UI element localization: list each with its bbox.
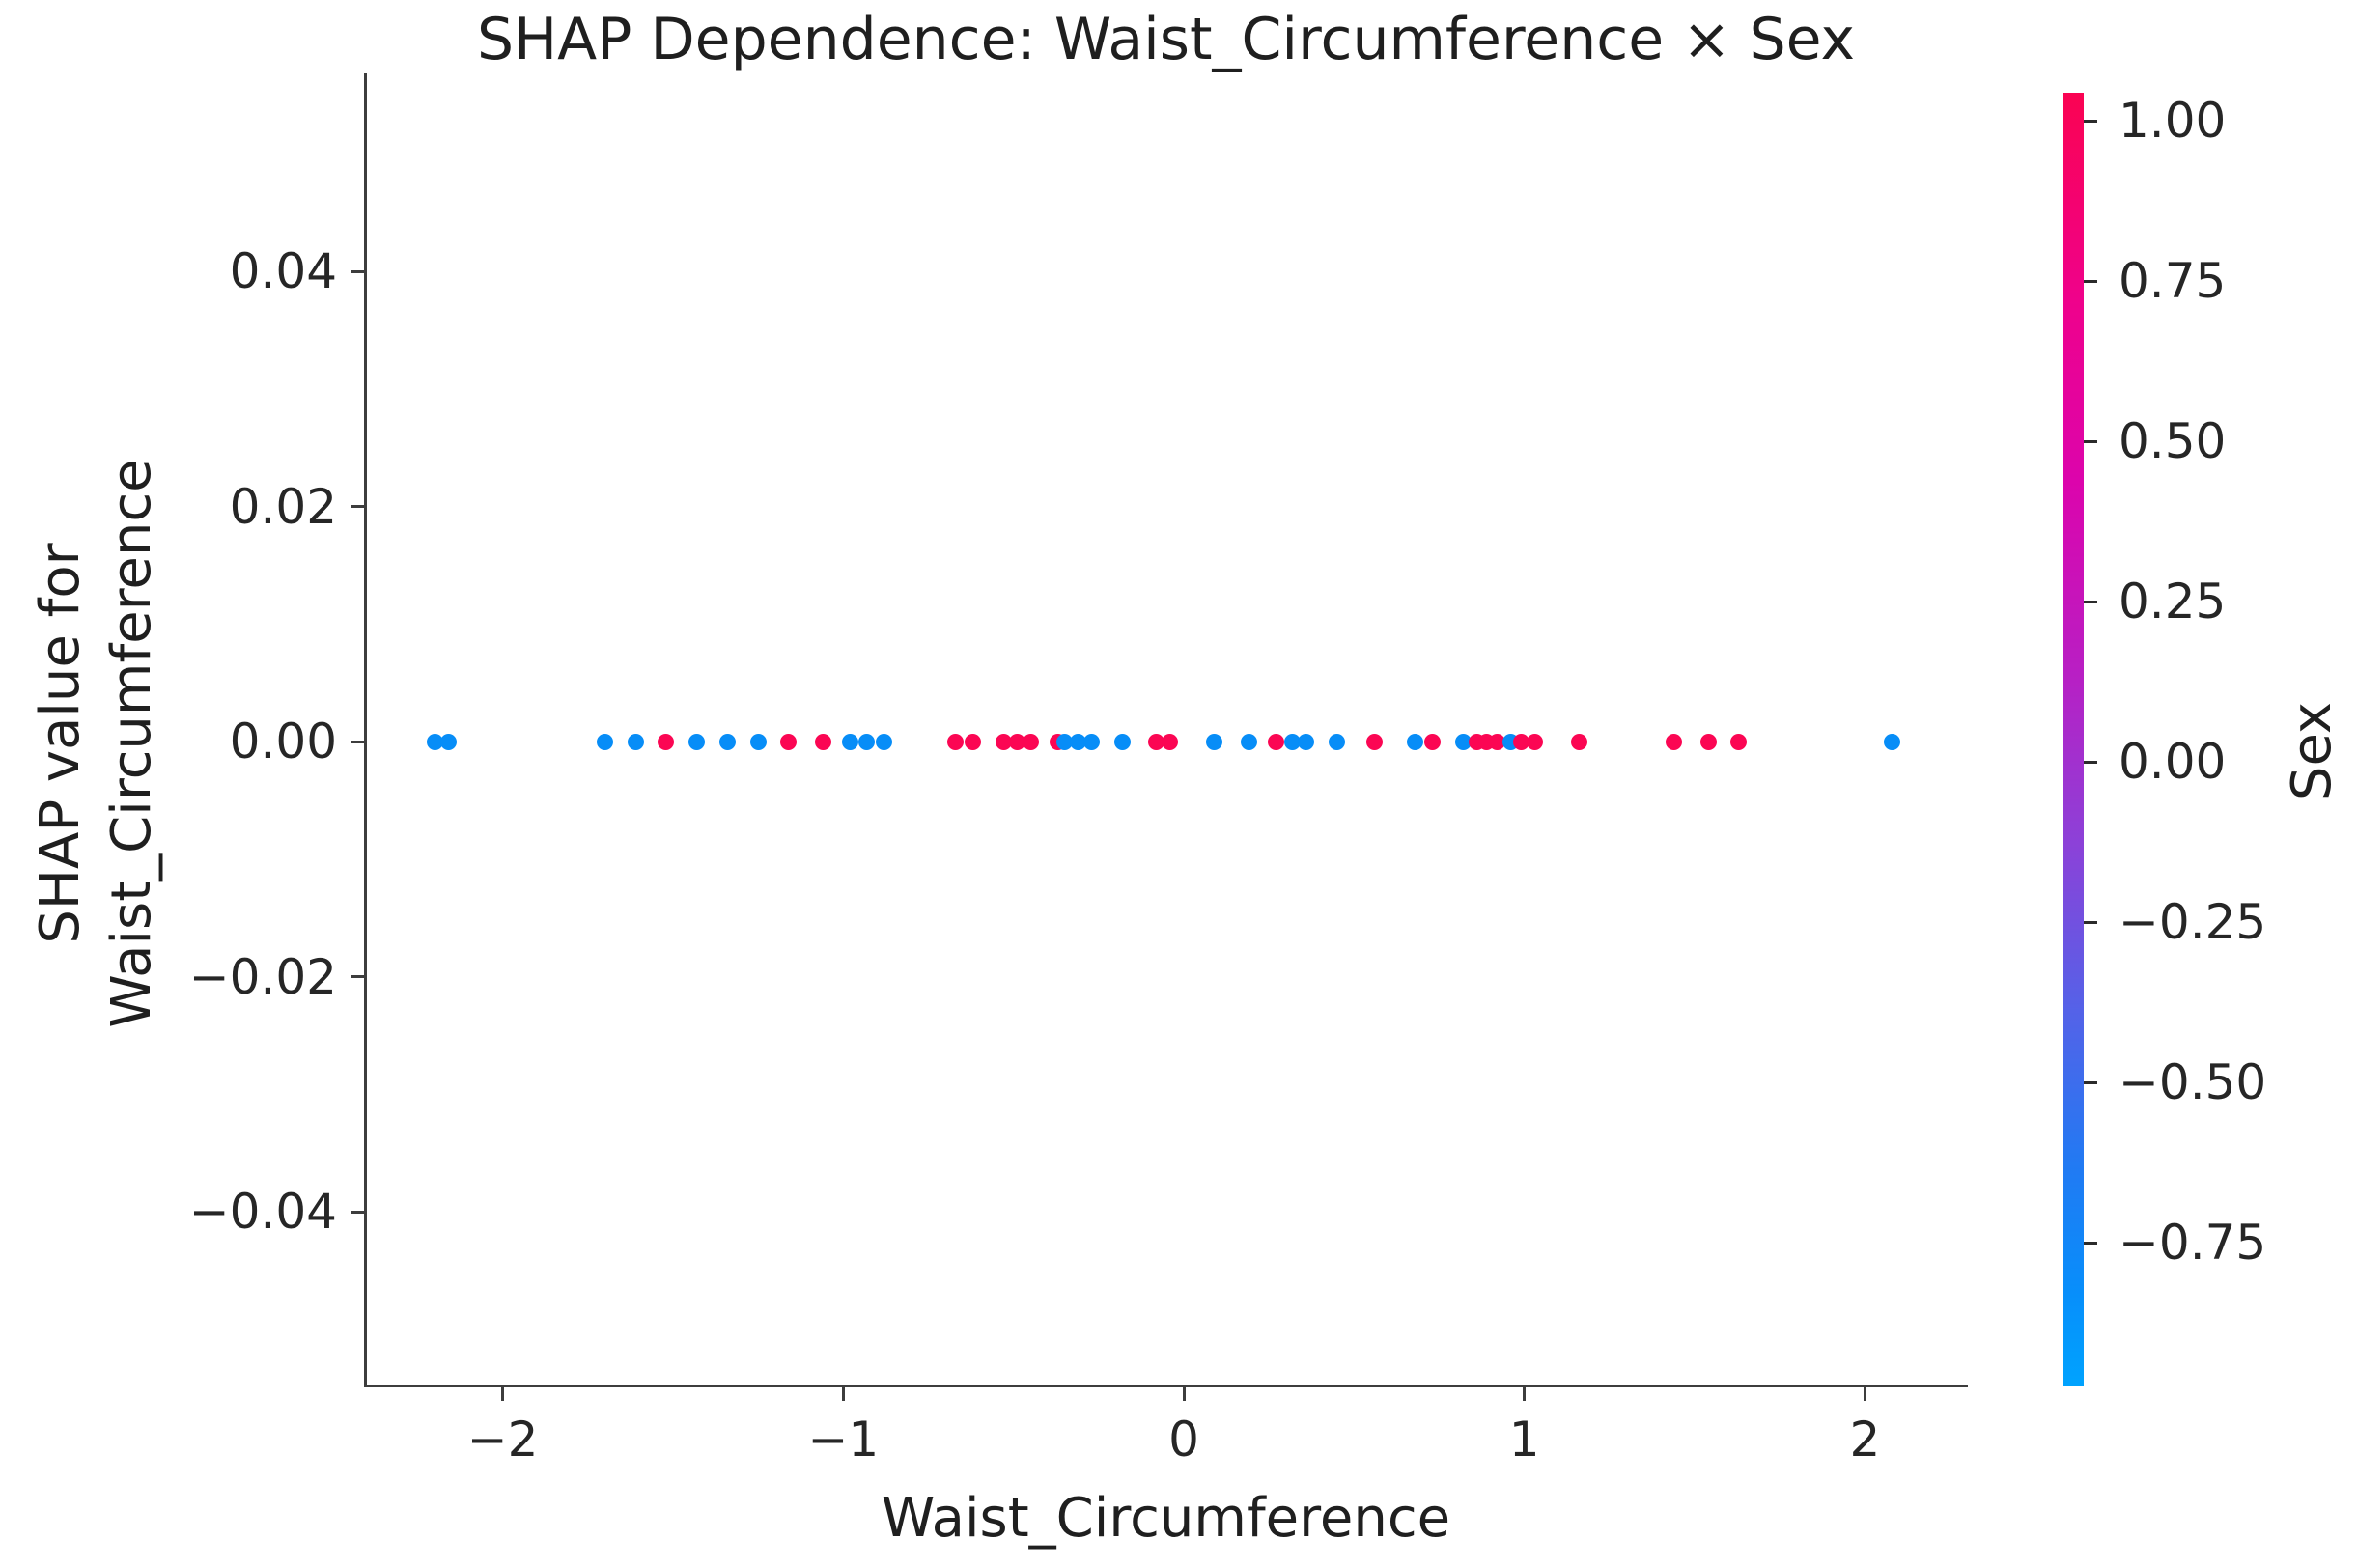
scatter-point: [627, 733, 644, 750]
scatter-point: [814, 733, 831, 750]
scatter-point: [1730, 733, 1748, 750]
colorbar-label: Sex: [2281, 701, 2343, 801]
x-tick-label: 1: [1508, 1412, 1540, 1468]
scatter-point: [947, 733, 965, 750]
colorbar-tick-mark: [2084, 600, 2097, 603]
x-tick-mark: [1182, 1387, 1186, 1401]
x-tick-label: 0: [1168, 1412, 1199, 1468]
x-tick-label: −2: [466, 1412, 539, 1468]
x-axis-label: Waist_Circumference: [881, 1487, 1451, 1550]
scatter-point: [1454, 733, 1472, 750]
y-tick-label: 0.02: [229, 478, 337, 535]
scatter-point: [1423, 733, 1441, 750]
scatter-point: [658, 733, 675, 750]
y-tick-label: 0.04: [229, 243, 337, 299]
scatter-point: [1240, 733, 1257, 750]
colorbar-tick-label: 0.00: [2118, 734, 2227, 791]
y-tick-mark: [351, 740, 364, 743]
scatter-point: [1699, 733, 1717, 750]
x-tick-mark: [501, 1387, 505, 1401]
scatter-point: [780, 733, 798, 750]
scatter-point: [995, 733, 1012, 750]
plot-area: [364, 73, 1968, 1387]
scatter-point: [964, 733, 981, 750]
colorbar-tick-mark: [2084, 439, 2097, 443]
scatter-point: [596, 733, 613, 750]
colorbar-tick-mark: [2084, 920, 2097, 924]
colorbar-tick-mark: [2084, 279, 2097, 283]
scatter-point: [841, 733, 858, 750]
colorbar-tick-label: 0.50: [2118, 413, 2227, 470]
y-tick-label: 0.00: [229, 714, 337, 770]
scatter-point: [1114, 733, 1131, 750]
colorbar-tick-label: −0.25: [2118, 894, 2267, 951]
x-tick-mark: [1523, 1387, 1527, 1401]
scatter-point: [1022, 733, 1039, 750]
x-tick-mark: [1863, 1387, 1866, 1401]
x-tick-label: 2: [1849, 1412, 1881, 1468]
scatter-point: [1148, 733, 1165, 750]
colorbar-tick-label: −0.75: [2118, 1215, 2267, 1272]
scatter-point: [1526, 733, 1543, 750]
scatter-point: [1329, 733, 1346, 750]
scatter-point: [1570, 733, 1587, 750]
scatter-point: [1488, 733, 1505, 750]
scatter-point: [1666, 733, 1683, 750]
colorbar-tick-mark: [2084, 760, 2097, 764]
x-tick-label: −1: [807, 1412, 880, 1468]
scatter-point: [688, 733, 706, 750]
scatter-point: [858, 733, 876, 750]
scatter-point: [1083, 733, 1101, 750]
y-tick-mark: [351, 975, 364, 978]
scatter-point: [1008, 733, 1025, 750]
colorbar-tick-label: 1.00: [2118, 93, 2227, 150]
scatter-point: [1407, 733, 1424, 750]
colorbar-gradient: [2063, 93, 2084, 1386]
scatter-point: [749, 733, 767, 750]
chart-title: SHAP Dependence: Waist_Circumference × S…: [476, 6, 1856, 73]
scatter-point: [1298, 733, 1315, 750]
scatter-point: [1267, 733, 1284, 750]
y-tick-label: −0.04: [188, 1184, 337, 1240]
x-tick-mark: [841, 1387, 845, 1401]
colorbar-tick-label: 0.75: [2118, 253, 2227, 310]
scatter-point: [1884, 733, 1901, 750]
scatter-point: [1056, 733, 1074, 750]
scatter-point: [1162, 733, 1179, 750]
scatter-point: [1512, 733, 1529, 750]
scatter-point: [1070, 733, 1087, 750]
y-tick-label: −0.02: [188, 948, 337, 1005]
y-axis-label: SHAP value for Waist_Circumference: [29, 459, 163, 1028]
scatter-point: [1284, 733, 1302, 750]
colorbar-tick-mark: [2084, 1241, 2097, 1245]
scatter-point: [1366, 733, 1383, 750]
y-tick-mark: [351, 269, 364, 273]
y-tick-mark: [351, 505, 364, 508]
y-tick-mark: [351, 1210, 364, 1214]
scatter-point: [876, 733, 893, 750]
colorbar-tick-mark: [2084, 1080, 2097, 1084]
scatter-point: [426, 733, 443, 750]
scatter-point: [718, 733, 736, 750]
colorbar-tick-label: 0.25: [2118, 574, 2227, 630]
colorbar-tick-mark: [2084, 119, 2097, 123]
colorbar-tick-label: −0.50: [2118, 1054, 2267, 1111]
scatter-point: [439, 733, 457, 750]
scatter-point: [1206, 733, 1223, 750]
